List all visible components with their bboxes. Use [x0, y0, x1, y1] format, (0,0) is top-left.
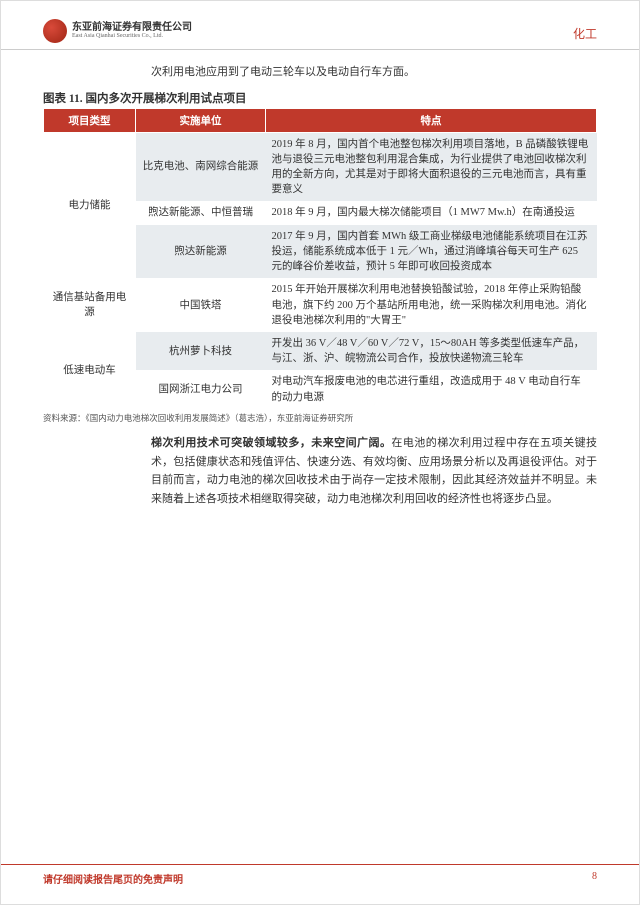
- logo-icon: [43, 19, 67, 43]
- page-footer: 请仔细阅读报告尾页的免责声明 8: [1, 864, 639, 886]
- cell-feature: 2017 年 9 月，国内首套 MWh 级工商业梯级电池储能系统项目在江苏投运，…: [266, 225, 597, 279]
- col-category: 项目类型: [44, 108, 136, 132]
- cell-feature: 2015 年开始开展梯次利用电池替换铅酸试验，2018 年停止采购铅酸电池，旗下…: [266, 278, 597, 332]
- cell-category: 通信基站备用电源: [44, 278, 136, 332]
- page-number: 8: [592, 871, 597, 886]
- paragraph-lead: 梯次利用技术可突破领域较多，未来空间广阔。: [151, 437, 391, 449]
- table-source: 资料来源：《国内动力电池梯次回收利用发展简述》（葛志浩），东亚前海证券研究所: [1, 409, 639, 424]
- cascade-utilization-table: 项目类型 实施单位 特点 电力储能比克电池、南网综合能源2019 年 8 月，国…: [43, 108, 597, 409]
- footer-disclaimer: 请仔细阅读报告尾页的免责声明: [43, 871, 183, 886]
- table-title: 图表 11. 国内多次开展梯次利用试点项目: [1, 88, 639, 108]
- sector-label: 化工: [573, 19, 597, 42]
- cell-unit: 国网浙江电力公司: [136, 370, 266, 408]
- cell-category: 电力储能: [44, 132, 136, 278]
- cell-feature: 对电动汽车报废电池的电芯进行重组，改造成用于 48 V 电动自行车的动力电源: [266, 370, 597, 408]
- table-header-row: 项目类型 实施单位 特点: [44, 108, 597, 132]
- cell-unit: 煦达新能源: [136, 225, 266, 279]
- cell-unit: 比克电池、南网综合能源: [136, 132, 266, 201]
- cell-unit: 中国铁塔: [136, 278, 266, 332]
- cell-feature: 2018 年 9 月，国内最大梯次储能项目（1 MW7 Mw.h）在南通投运: [266, 201, 597, 224]
- page-header: 东亚前海证券有限责任公司 East Asia Qianhai Securitie…: [1, 1, 639, 50]
- table-row: 低速电动车杭州萝卜科技开发出 36 V／48 V／60 V／72 V，15～80…: [44, 332, 597, 370]
- table-row: 通信基站备用电源中国铁塔2015 年开始开展梯次利用电池替换铅酸试验，2018 …: [44, 278, 597, 332]
- intro-text: 次利用电池应用到了电动三轮车以及电动自行车方面。: [1, 54, 639, 88]
- col-unit: 实施单位: [136, 108, 266, 132]
- table-row: 电力储能比克电池、南网综合能源2019 年 8 月，国内首个电池整包梯次利用项目…: [44, 132, 597, 201]
- body-paragraph: 梯次利用技术可突破领域较多，未来空间广阔。在电池的梯次利用过程中存在五项关键技术…: [1, 424, 639, 509]
- cell-unit: 煦达新能源、中恒普瑞: [136, 201, 266, 224]
- cell-category: 低速电动车: [44, 332, 136, 409]
- company-name-en: East Asia Qianhai Securities Co., Ltd.: [72, 33, 192, 40]
- cell-feature: 2019 年 8 月，国内首个电池整包梯次利用项目落地，B 品磷酸铁锂电池与退役…: [266, 132, 597, 201]
- col-feature: 特点: [266, 108, 597, 132]
- cell-unit: 杭州萝卜科技: [136, 332, 266, 370]
- company-name: 东亚前海证券有限责任公司 East Asia Qianhai Securitie…: [72, 22, 192, 40]
- cell-feature: 开发出 36 V／48 V／60 V／72 V，15～80AH 等多类型低速车产…: [266, 332, 597, 370]
- company-name-cn: 东亚前海证券有限责任公司: [72, 22, 192, 33]
- company-logo-block: 东亚前海证券有限责任公司 East Asia Qianhai Securitie…: [43, 19, 192, 43]
